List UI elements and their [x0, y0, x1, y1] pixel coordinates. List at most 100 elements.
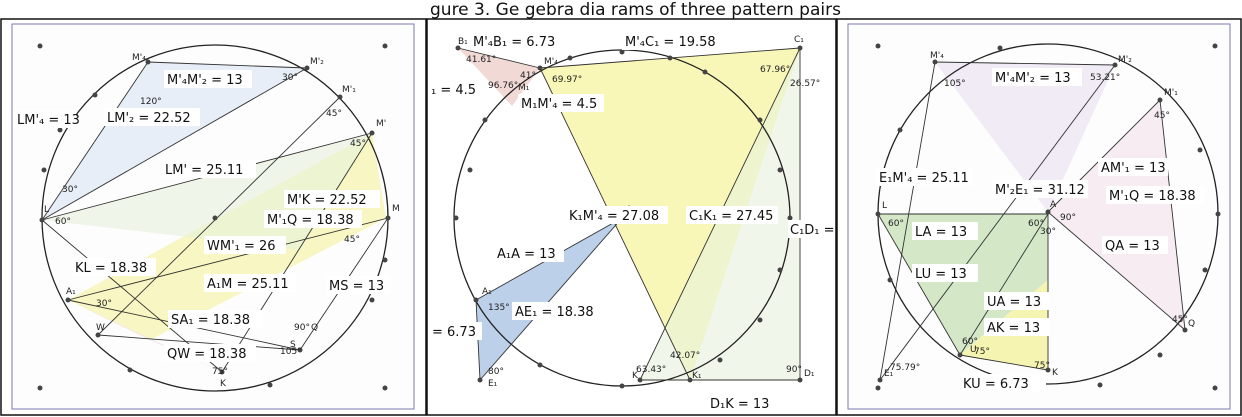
left-label-m1q: M'₁Q = 18.38	[267, 213, 354, 228]
right-shade-pink	[1048, 100, 1185, 330]
left-label-lm4: LM'₄ = 13	[17, 113, 80, 128]
right-angle-10: 75°	[974, 347, 990, 357]
right-pt-l: L	[882, 201, 887, 211]
right-angle-4: 60°	[888, 219, 904, 229]
right-pt-k: K	[1052, 368, 1059, 378]
right-pt-m2: M'₂	[1118, 55, 1132, 65]
middle-angle-10: 90°	[786, 365, 802, 375]
middle-label-c1k1: C₁K₁ = 27.45	[689, 209, 773, 224]
middle-pt-e1: E₁	[488, 379, 498, 389]
right-label-ku: KU = 6.73	[963, 377, 1029, 392]
left-angle-4: 45°	[350, 139, 366, 149]
right-label-ak: AK = 13	[987, 321, 1040, 336]
right-angle-7: 90°	[1060, 213, 1076, 223]
middle-angle-2: 96.76°	[488, 81, 518, 91]
left-angle-3: 45°	[326, 109, 342, 119]
right-angle-6: 30°	[1040, 227, 1056, 237]
right-label-lu: LU = 13	[915, 267, 967, 282]
right-angle-3: 45°	[1154, 111, 1170, 121]
right-pt-q: Q	[1188, 319, 1195, 329]
left-angle-2: 120°	[140, 97, 162, 107]
middle-shade-blue	[476, 218, 622, 380]
left-angle-9: 90°	[294, 323, 310, 333]
panel-left: M'₄ M'₂ M'₁ M' L M A₁ W S Q K 30° 120° 4…	[11, 23, 415, 410]
right-shade-green	[878, 214, 1048, 355]
right-angle-8: 45°	[1172, 315, 1188, 325]
right-label-qa: QA = 13	[1105, 239, 1160, 254]
panel-middle: B₁ M'₄ M₁ C₁ A A₁ K K₁ D₁ E₁ 41.61° 96.7…	[430, 32, 835, 412]
right-label-ua: UA = 13	[987, 295, 1041, 310]
figure-caption: gure 3. Ge gebra dia rams of three patte…	[430, 0, 841, 20]
left-angle-7: 45°	[344, 235, 360, 245]
left-label-sa1: SA₁ = 18.38	[171, 313, 250, 328]
left-label-kl: KL = 18.38	[75, 261, 147, 276]
right-angle-2: 53.21°	[1090, 73, 1120, 83]
panel-frame-left	[0, 18, 427, 416]
middle-label-m1m4: M₁M'₄ = 4.5	[521, 97, 597, 112]
middle-angle-8: 42.07°	[670, 351, 700, 361]
left-pt-m4: M'₄	[132, 53, 146, 63]
left-pt-l: L	[44, 205, 49, 215]
right-pt-u: U	[970, 345, 977, 355]
middle-pt-b1: B₁	[458, 37, 468, 47]
left-pt-w: W	[96, 323, 105, 333]
middle-pt-d1: D₁	[804, 369, 815, 379]
middle-label-m4b1: M'₄B₁ = 6.73	[473, 35, 555, 50]
left-pt-k: K	[220, 379, 227, 389]
middle-pt-m4: M'₄	[544, 57, 558, 67]
middle-angle-7: 135°	[488, 303, 510, 313]
right-pt-e1: E₁	[884, 369, 894, 379]
left-label-m4m2: M'₄M'₂ = 13	[167, 73, 243, 88]
left-pt-m: M'	[376, 119, 386, 129]
left-label-lm2: LM'₂ = 22.52	[107, 111, 191, 126]
left-angle-1: 30°	[282, 73, 298, 83]
middle-angle-11: 80°	[488, 367, 504, 377]
right-pt-a: A	[1050, 200, 1057, 210]
middle-pt-m1: M₁	[518, 83, 530, 93]
middle-label-k1m4: K₁M'₄ = 27.08	[569, 209, 659, 224]
middle-label-m4c1: M'₄C₁ = 19.58	[625, 35, 716, 50]
right-angle-5: 60°	[1028, 219, 1044, 229]
middle-angle-3: 41°	[520, 71, 536, 81]
panel-frame-right	[836, 18, 1242, 416]
middle-angle-1: 41.61°	[466, 55, 496, 65]
right-label-am1: AM'₁ = 13	[1101, 161, 1166, 176]
middle-angle-4: 69.97°	[552, 75, 582, 85]
left-pt-m1: M'₁	[342, 85, 356, 95]
middle-pt-k1: K₁	[692, 371, 702, 381]
middle-pt-c1: C₁	[794, 35, 804, 45]
right-label-e1m4: E₁M'₄ = 25.11	[879, 171, 969, 186]
panel-frame-middle	[426, 18, 837, 416]
right-label-la: LA = 13	[915, 225, 967, 240]
left-pt-q: Q	[311, 323, 318, 333]
left-angle-6: 60°	[55, 217, 71, 227]
right-label-m1q: M'₁Q = 18.38	[1109, 189, 1196, 204]
middle-shade-pink	[458, 48, 540, 106]
middle-label-ae1: AE₁ = 18.38	[515, 305, 594, 320]
right-angle-12: 75.79°	[890, 363, 920, 373]
left-label-ms: MS = 13	[329, 279, 384, 294]
middle-label-c1d1: C₁D₁ =	[790, 223, 835, 238]
middle-pt-k: K	[632, 371, 639, 381]
left-pt-s: S	[290, 340, 296, 350]
left-shade-blue	[42, 62, 307, 220]
middle-angle-9: 63.43°	[636, 365, 666, 375]
right-pt-m1: M'₁	[1164, 88, 1178, 98]
middle-label-left-673: = 6.73	[432, 325, 476, 340]
right-angle-9: 60°	[962, 337, 978, 347]
middle-label-d1k: D₁K = 13	[710, 397, 769, 412]
left-label-mk: M'K = 22.52	[287, 193, 367, 208]
left-label-lm: LM' = 25.11	[165, 163, 243, 178]
right-pt-m4: M'₄	[930, 51, 944, 61]
left-angle-5: 30°	[62, 185, 78, 195]
right-label-m4m2: M'₄M'₂ = 13	[995, 71, 1071, 86]
right-angle-11: 75°	[1034, 361, 1050, 371]
left-label-qw: QW = 18.38	[167, 347, 246, 362]
left-angle-10: 105°	[280, 347, 302, 357]
middle-shade-yellow	[540, 48, 800, 380]
middle-angle-6: 26.57°	[790, 79, 820, 89]
middle-angle-5: 67.96°	[760, 65, 790, 75]
left-pt-m2: M'₂	[310, 57, 324, 67]
right-shade-lavender	[935, 62, 1115, 212]
